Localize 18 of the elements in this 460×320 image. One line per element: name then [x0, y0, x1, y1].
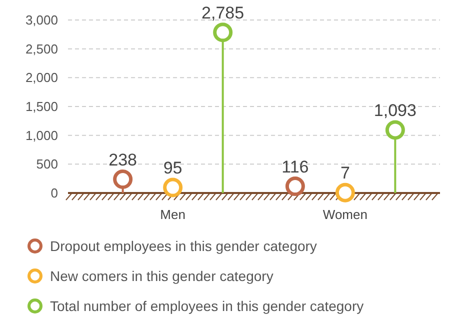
- y-tick-label: 0: [50, 186, 58, 201]
- y-tick-label: 1,500: [25, 99, 58, 114]
- y-tick-label: 500: [36, 156, 58, 172]
- x-tick-label: Women: [322, 207, 368, 222]
- x-tick-label: Men: [160, 207, 186, 222]
- data-label: 95: [163, 158, 182, 178]
- data-label: 7: [340, 164, 350, 183]
- legend-label: Total number of employees in this gender category: [50, 298, 364, 314]
- y-tick-label: 2,500: [25, 41, 58, 56]
- data-label: 1,093: [374, 100, 416, 120]
- y-tick-label: 3,000: [25, 12, 58, 28]
- data-label: 2,785: [202, 3, 244, 22]
- data-label: 238: [108, 150, 137, 170]
- legend-label: New comers in this gender category: [50, 268, 274, 284]
- legend-label: Dropout employees in this gender category: [50, 238, 317, 254]
- y-tick-label: 2,000: [25, 70, 58, 86]
- data-label: 116: [282, 157, 309, 176]
- y-tick-label: 1,000: [25, 128, 58, 143]
